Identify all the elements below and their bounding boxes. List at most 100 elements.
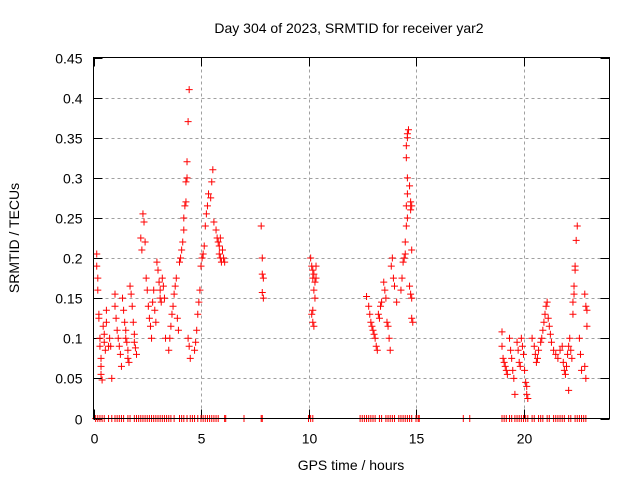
data-point bbox=[138, 246, 146, 254]
data-point bbox=[157, 298, 165, 306]
data-point bbox=[366, 310, 374, 318]
data-point bbox=[205, 190, 213, 198]
data-point bbox=[148, 334, 156, 342]
data-point bbox=[515, 358, 523, 366]
data-point bbox=[123, 338, 131, 346]
data-point bbox=[124, 354, 132, 362]
data-point bbox=[569, 298, 577, 306]
data-point bbox=[166, 334, 174, 342]
data-point bbox=[407, 290, 415, 298]
data-point bbox=[97, 362, 105, 370]
data-point bbox=[545, 322, 553, 330]
data-point bbox=[309, 318, 317, 326]
y-tick-label: 0.05 bbox=[55, 371, 82, 387]
data-point bbox=[407, 206, 415, 214]
data-point bbox=[133, 350, 140, 358]
data-point bbox=[518, 342, 526, 350]
y-tick-label: 0.2 bbox=[63, 251, 83, 267]
data-point bbox=[259, 294, 267, 302]
data-point bbox=[168, 310, 176, 318]
data-point bbox=[307, 254, 315, 262]
data-point bbox=[402, 142, 410, 150]
data-point bbox=[117, 362, 125, 370]
data-point bbox=[583, 306, 591, 314]
x-axis-label: GPS time / hours bbox=[298, 457, 405, 473]
data-point bbox=[153, 258, 161, 266]
data-point bbox=[108, 374, 116, 382]
data-point bbox=[220, 254, 228, 262]
data-point bbox=[112, 314, 120, 322]
data-point bbox=[407, 198, 415, 206]
data-point bbox=[146, 322, 154, 330]
data-point bbox=[152, 318, 160, 326]
data-point bbox=[409, 318, 417, 326]
data-point bbox=[499, 354, 507, 362]
data-point bbox=[127, 290, 135, 298]
data-point bbox=[516, 362, 524, 370]
data-point bbox=[202, 210, 210, 218]
data-point bbox=[120, 306, 128, 314]
y-tick-label: 0.4 bbox=[63, 91, 83, 107]
data-point bbox=[183, 158, 191, 166]
y-tick-label: 0.1 bbox=[63, 331, 83, 347]
data-point bbox=[402, 154, 410, 162]
data-point bbox=[575, 334, 583, 342]
data-point bbox=[309, 306, 317, 314]
data-point bbox=[506, 334, 514, 342]
x-tick-label: 0 bbox=[91, 431, 99, 447]
grid-lines bbox=[93, 57, 610, 419]
data-point bbox=[95, 314, 103, 322]
data-point bbox=[544, 314, 552, 322]
x-tick-label: 20 bbox=[517, 431, 533, 447]
data-point bbox=[124, 346, 132, 354]
data-point bbox=[371, 334, 379, 342]
data-point bbox=[257, 222, 265, 230]
y-tick-label: 0 bbox=[75, 412, 83, 428]
data-point bbox=[309, 266, 317, 274]
data-point bbox=[167, 322, 175, 330]
data-point bbox=[160, 294, 168, 302]
data-point bbox=[572, 236, 580, 244]
data-point bbox=[397, 286, 405, 294]
data-point bbox=[513, 338, 521, 346]
data-point bbox=[126, 282, 134, 290]
data-point bbox=[523, 390, 531, 398]
data-point bbox=[196, 286, 204, 294]
data-point bbox=[565, 342, 573, 350]
data-point bbox=[408, 246, 416, 254]
data-point bbox=[143, 286, 151, 294]
data-point bbox=[403, 214, 411, 222]
data-point bbox=[385, 334, 393, 342]
data-point bbox=[106, 334, 114, 342]
y-tick-label: 0.45 bbox=[55, 51, 82, 67]
data-point bbox=[542, 302, 550, 310]
data-point bbox=[387, 262, 395, 270]
data-point bbox=[179, 238, 187, 246]
data-point bbox=[193, 326, 201, 334]
data-point bbox=[522, 378, 530, 386]
data-point bbox=[370, 330, 378, 338]
data-point bbox=[402, 222, 410, 230]
data-point bbox=[97, 354, 105, 362]
data-point bbox=[99, 322, 107, 330]
data-point bbox=[181, 202, 189, 210]
data-point bbox=[144, 302, 152, 310]
x-tick-label: 15 bbox=[409, 431, 425, 447]
data-point bbox=[139, 210, 147, 218]
data-point bbox=[380, 278, 388, 286]
data-point bbox=[408, 314, 416, 322]
data-point bbox=[377, 302, 385, 310]
data-point bbox=[115, 342, 123, 350]
data-point bbox=[199, 250, 207, 258]
data-point bbox=[528, 334, 536, 342]
data-point bbox=[130, 338, 138, 346]
data-point bbox=[128, 302, 136, 310]
data-point bbox=[170, 290, 178, 298]
data-point bbox=[180, 214, 188, 222]
data-point bbox=[404, 126, 412, 134]
data-point bbox=[140, 218, 148, 226]
x-tick-label: 5 bbox=[198, 431, 206, 447]
data-point bbox=[312, 274, 320, 282]
data-point bbox=[184, 118, 192, 126]
data-point bbox=[215, 242, 223, 250]
